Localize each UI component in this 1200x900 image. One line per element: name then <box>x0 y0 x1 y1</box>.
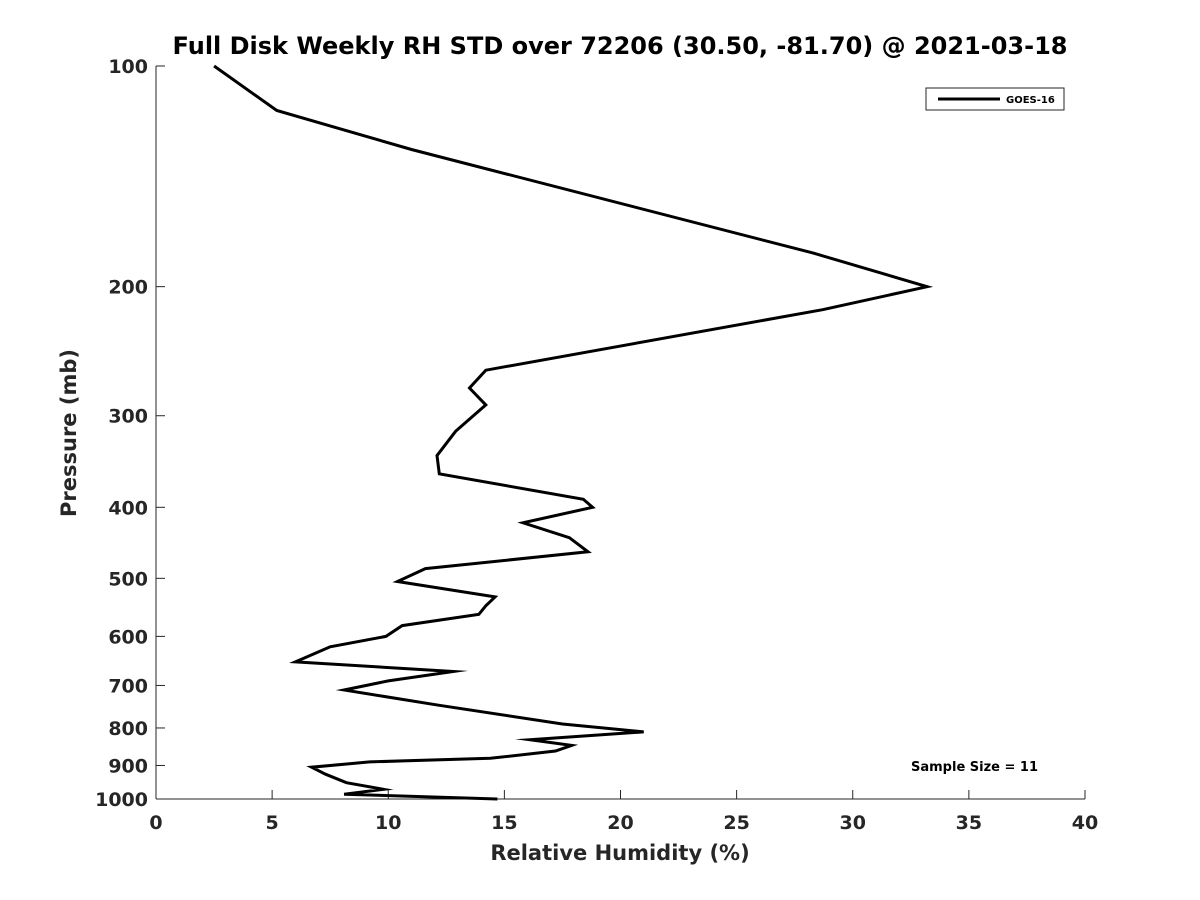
legend: GOES-16 <box>925 87 1065 111</box>
y-tick-label: 900 <box>108 755 148 777</box>
y-tick-label: 600 <box>108 626 148 648</box>
y-tick-label: 800 <box>108 718 148 740</box>
y-tick-label: 1000 <box>95 789 148 811</box>
sample-size-annotation: Sample Size = 11 <box>911 760 1038 775</box>
x-tick-label: 0 <box>149 812 162 834</box>
y-tick-label: 700 <box>108 675 148 697</box>
chart-title: Full Disk Weekly RH STD over 72206 (30.5… <box>173 32 1068 60</box>
plot-area <box>155 66 1085 800</box>
x-tick-label: 20 <box>607 812 633 834</box>
series-layer <box>213 64 934 801</box>
y-tick-label: 300 <box>108 406 148 428</box>
x-axis-label: Relative Humidity (%) <box>490 841 749 865</box>
series-line-goes-16 <box>213 64 934 801</box>
x-tick-label: 35 <box>956 812 982 834</box>
x-tick-label: 15 <box>491 812 517 834</box>
x-tick-label: 25 <box>723 812 749 834</box>
x-tick-label: 10 <box>375 812 401 834</box>
y-tick-label: 400 <box>108 497 148 519</box>
y-ticks: 100 200 300 400 500 600 700 800 900 1000 <box>95 56 165 811</box>
y-axis-label: Pressure (mb) <box>57 349 81 517</box>
y-tick-label: 100 <box>108 56 148 78</box>
x-tick-label: 30 <box>840 812 866 834</box>
y-tick-label: 200 <box>108 277 148 299</box>
legend-label-goes-16: GOES-16 <box>1006 95 1055 106</box>
x-ticks: 0 5 10 15 20 25 30 35 40 <box>149 790 1098 834</box>
y-tick-label: 500 <box>108 568 148 590</box>
x-tick-label: 5 <box>266 812 279 834</box>
x-tick-label: 40 <box>1072 812 1098 834</box>
